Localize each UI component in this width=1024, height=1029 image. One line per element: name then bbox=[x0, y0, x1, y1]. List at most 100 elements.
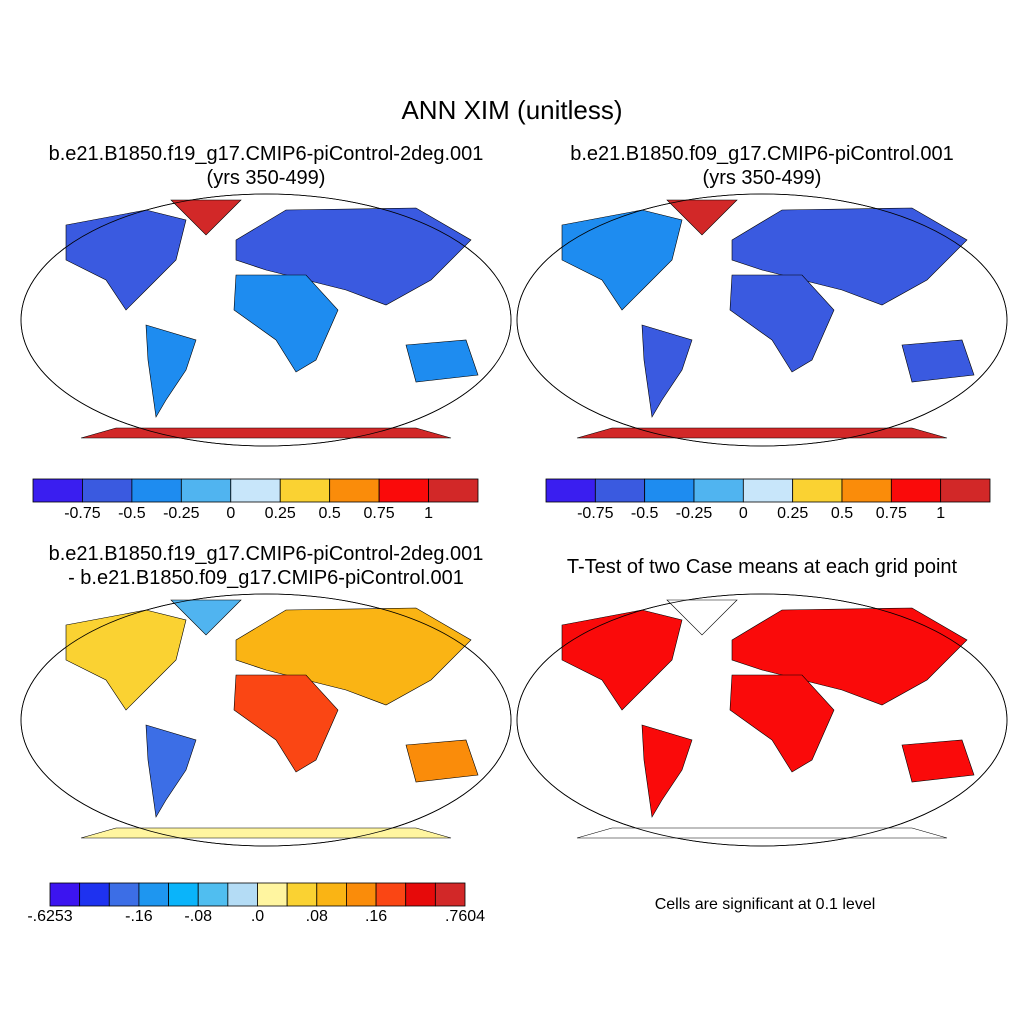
colorbar-box bbox=[138, 882, 169, 907]
colorbar-box bbox=[79, 882, 110, 907]
land-na bbox=[65, 609, 187, 711]
map bbox=[516, 593, 1008, 847]
colorbar-box bbox=[742, 478, 794, 503]
colorbar-box bbox=[693, 478, 744, 503]
colorbar-label: 0.75 bbox=[364, 505, 395, 522]
colorbar-box bbox=[940, 478, 991, 503]
colorbar-box bbox=[434, 882, 466, 907]
land-au bbox=[901, 739, 975, 783]
map-border bbox=[20, 593, 512, 847]
colorbar-label: -.6253 bbox=[27, 908, 72, 925]
land-sa bbox=[145, 324, 197, 418]
colorbar-box bbox=[227, 882, 258, 907]
panel-title: - b.e21.B1850.f09_g17.CMIP6-piControl.00… bbox=[68, 567, 464, 589]
colorbar-box bbox=[594, 478, 646, 503]
land-eu bbox=[235, 207, 472, 306]
land-an bbox=[576, 827, 948, 839]
land-af bbox=[233, 674, 339, 773]
colorbar-box bbox=[329, 478, 380, 503]
map-border bbox=[516, 593, 1008, 847]
land-af bbox=[729, 274, 835, 373]
land-au bbox=[405, 739, 479, 783]
colorbar-box bbox=[378, 478, 429, 503]
land-an bbox=[576, 427, 948, 439]
land-au bbox=[901, 339, 975, 383]
map-border bbox=[20, 193, 512, 447]
land-eu bbox=[731, 207, 968, 306]
colorbar-box bbox=[197, 882, 229, 907]
colorbar-label: 0 bbox=[226, 505, 235, 522]
colorbar-box bbox=[279, 478, 331, 503]
colorbar-label: .08 bbox=[306, 908, 328, 925]
colorbar-label: 0.5 bbox=[831, 505, 853, 522]
land-eu bbox=[235, 607, 472, 706]
colorbar-box bbox=[131, 478, 182, 503]
colorbar-label: 0 bbox=[739, 505, 748, 522]
land-gl bbox=[666, 599, 738, 636]
colorbar-box bbox=[108, 882, 140, 907]
colorbar-label: -.16 bbox=[125, 908, 153, 925]
colorbar-box bbox=[545, 478, 596, 503]
panel-note: Cells are significant at 0.1 level bbox=[655, 896, 876, 913]
colorbar-box bbox=[316, 882, 347, 907]
panel-title: b.e21.B1850.f09_g17.CMIP6-piControl.001 bbox=[570, 143, 954, 165]
colorbar-label: -0.75 bbox=[577, 505, 614, 522]
colorbar-label: 0.25 bbox=[777, 505, 808, 522]
colorbar-label: -0.5 bbox=[118, 505, 146, 522]
map bbox=[516, 193, 1008, 447]
panel-title: (yrs 350-499) bbox=[207, 167, 326, 189]
colorbar-box bbox=[168, 882, 199, 907]
colorbar-box bbox=[257, 882, 288, 907]
colorbar-box bbox=[644, 478, 695, 503]
colorbar-label: -0.25 bbox=[676, 505, 713, 522]
colorbar-box bbox=[890, 478, 942, 503]
colorbar-label: .7604 bbox=[445, 908, 485, 925]
colorbar-box bbox=[405, 882, 436, 907]
land-gl bbox=[666, 199, 738, 236]
land-na bbox=[65, 209, 187, 311]
panel-title: T-Test of two Case means at each grid po… bbox=[567, 556, 958, 578]
colorbar-box bbox=[82, 478, 133, 503]
colorbar-label: -0.75 bbox=[64, 505, 101, 522]
land-gl bbox=[170, 199, 242, 236]
land-af bbox=[233, 274, 339, 373]
colorbar-box bbox=[346, 882, 377, 907]
land-na bbox=[561, 609, 683, 711]
land-an bbox=[80, 427, 452, 439]
colorbar-box bbox=[286, 882, 318, 907]
colorbar-label: -0.5 bbox=[631, 505, 659, 522]
map bbox=[20, 193, 512, 447]
colorbar-label: 0.75 bbox=[876, 505, 907, 522]
colorbar-label: 1 bbox=[424, 505, 433, 522]
panel-title: b.e21.B1850.f19_g17.CMIP6-piControl-2deg… bbox=[49, 543, 484, 565]
colorbar-label: .16 bbox=[365, 908, 387, 925]
colorbar-label: .0 bbox=[251, 908, 264, 925]
land-sa bbox=[641, 324, 693, 418]
colorbar-label: 0.25 bbox=[265, 505, 296, 522]
colorbar-box bbox=[49, 882, 81, 907]
colorbar-box bbox=[32, 478, 83, 503]
land-sa bbox=[641, 724, 693, 818]
land-gl bbox=[170, 599, 242, 636]
land-eu bbox=[731, 607, 968, 706]
colorbar-box bbox=[230, 478, 281, 503]
map bbox=[20, 593, 512, 847]
land-au bbox=[405, 339, 479, 383]
figure-title: ANN XIM (unitless) bbox=[401, 95, 622, 125]
panel-title: (yrs 350-499) bbox=[703, 167, 822, 189]
colorbar-box bbox=[841, 478, 892, 503]
colorbar-label: 1 bbox=[936, 505, 945, 522]
land-an bbox=[80, 827, 452, 839]
colorbar-label: -0.25 bbox=[163, 505, 200, 522]
colorbar-box bbox=[428, 478, 479, 503]
map-border bbox=[516, 193, 1008, 447]
colorbar-box bbox=[792, 478, 843, 503]
colorbar-label: -.08 bbox=[184, 908, 212, 925]
colorbar-label: 0.5 bbox=[319, 505, 341, 522]
land-na bbox=[561, 209, 683, 311]
colorbar-box bbox=[375, 882, 407, 907]
land-af bbox=[729, 674, 835, 773]
land-sa bbox=[145, 724, 197, 818]
panel-title: b.e21.B1850.f19_g17.CMIP6-piControl-2deg… bbox=[49, 143, 484, 165]
